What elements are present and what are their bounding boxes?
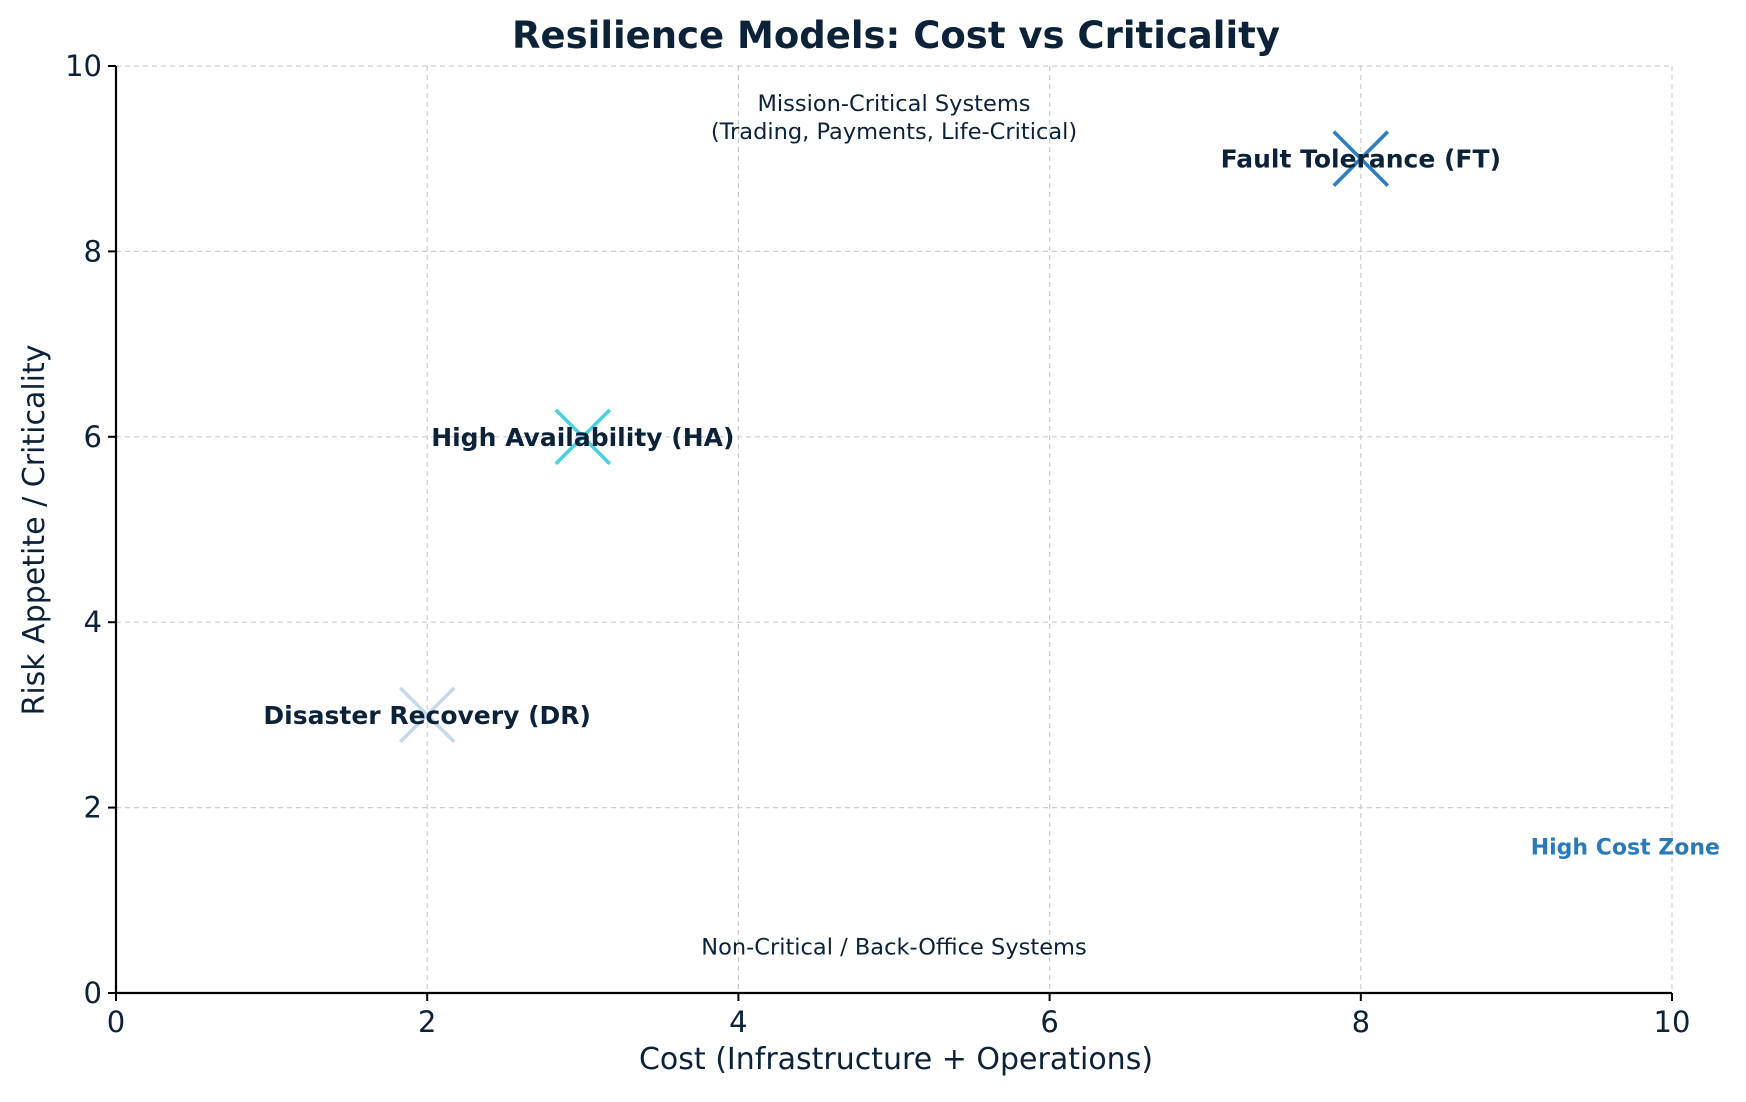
axes-frame [114, 66, 1672, 995]
y-tick-label: 8 [84, 234, 102, 268]
mission-critical-note: (Trading, Payments, Life-Critical) [711, 119, 1077, 145]
x-tick-label: 4 [729, 1005, 747, 1039]
x-tick-label: 0 [107, 1005, 125, 1039]
point-labels: Disaster Recovery (DR) High Availability … [263, 145, 1501, 730]
data-point-marker [554, 408, 612, 466]
y-tick-label: 2 [84, 791, 102, 825]
data-points [398, 130, 1390, 744]
data-point-label: Fault Tolerance (FT) [1221, 145, 1501, 174]
data-point-label: High Availability (HA) [431, 423, 734, 452]
y-tick-label: 4 [84, 605, 102, 639]
annotations: Mission-Critical Systems(Trading, Paymen… [701, 91, 1720, 961]
high-cost-zone-label: High Cost Zone [1531, 836, 1720, 861]
x-tick-label: 10 [1654, 1005, 1691, 1039]
data-point-label: Disaster Recovery (DR) [263, 701, 591, 730]
x-axis-label: Cost (Infrastructure + Operations) [639, 1042, 1153, 1077]
y-tick-label: 6 [84, 420, 102, 454]
y-tick-label: 10 [65, 49, 102, 83]
data-point-marker [398, 686, 456, 744]
y-tick-label: 0 [84, 976, 102, 1010]
x-tick-label: 8 [1352, 1005, 1370, 1039]
x-tick-label: 6 [1040, 1005, 1058, 1039]
mission-critical-note: Mission-Critical Systems [758, 91, 1031, 117]
data-point-marker [1332, 130, 1390, 187]
chart-title: Resilience Models: Cost vs Criticality [512, 14, 1280, 57]
x-tick-label: 2 [418, 1005, 436, 1039]
y-axis-label: Risk Appetite / Criticality [17, 344, 52, 715]
non-critical-note: Non-Critical / Back-Office Systems [701, 935, 1086, 961]
axis-ticks: 0 2 4 6 8 10 0 2 4 6 8 10 [65, 49, 1690, 1039]
